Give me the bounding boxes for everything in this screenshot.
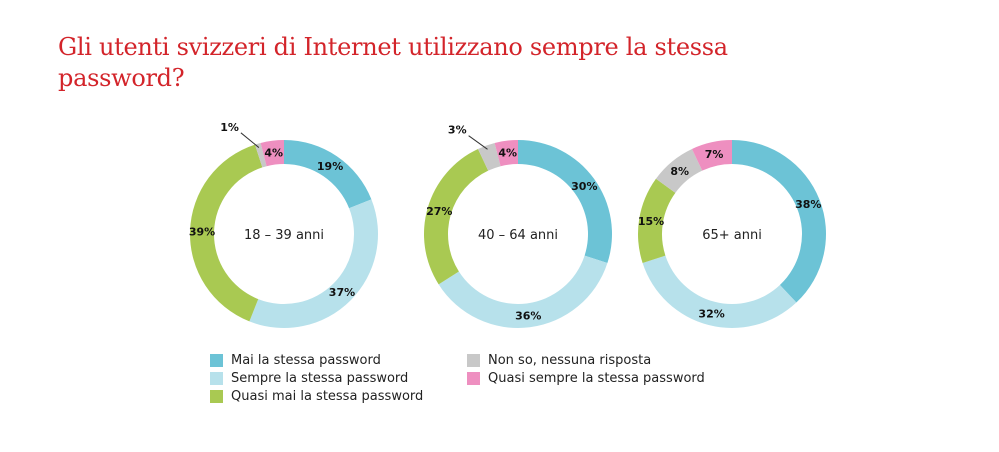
legend-swatch: [210, 353, 223, 367]
donut-slice: [642, 255, 797, 328]
donut-slice: [477, 142, 501, 171]
legend-item: Non so, nessuna risposta: [467, 351, 705, 369]
data-label: 15%: [638, 215, 664, 228]
legend-label: Quasi sempre la stessa password: [488, 370, 705, 386]
donut-center-label: 18 – 39 anni: [244, 228, 324, 243]
donut-slice: [254, 142, 267, 168]
leader-line: [240, 132, 260, 148]
data-label: 7%: [705, 148, 724, 161]
legend-item: Quasi sempre la stessa password: [467, 369, 705, 387]
legend-label: Mai la stessa password: [231, 352, 381, 368]
data-label: 4%: [498, 147, 517, 160]
donut-center-label: 65+ anni: [702, 228, 762, 243]
donut-slice: [438, 255, 608, 328]
data-label: 3%: [448, 124, 467, 137]
data-label: 4%: [264, 147, 283, 160]
donut-slice: [494, 140, 518, 167]
donut-slice: [249, 199, 378, 328]
donut-slice: [518, 140, 612, 264]
chart-title: Gli utenti svizzeri di Internet utilizza…: [58, 33, 728, 92]
donut-slice: [691, 140, 732, 171]
data-label: 19%: [317, 160, 343, 173]
donut-slice: [284, 140, 372, 209]
legend-item: Mai la stessa password: [210, 351, 423, 369]
legend-item: Quasi mai la stessa password: [210, 387, 423, 405]
legend-swatch: [467, 353, 480, 367]
donut-slice: [424, 148, 489, 285]
donut-slice: [637, 178, 676, 264]
data-label: 30%: [571, 180, 597, 193]
legend-label: Non so, nessuna risposta: [488, 352, 652, 368]
data-label: 1%: [220, 121, 239, 134]
legend-col-1: Mai la stessa password Sempre la stessa …: [210, 351, 423, 405]
data-label: 37%: [329, 286, 355, 299]
leader-line: [468, 135, 488, 150]
legend-swatch: [210, 371, 223, 385]
data-label: 32%: [698, 307, 724, 320]
legend-col-2: Non so, nessuna risposta Quasi sempre la…: [467, 351, 705, 387]
data-label: 8%: [670, 165, 689, 178]
donut-slice: [190, 144, 263, 322]
legend-swatch: [467, 371, 480, 385]
legend-label: Quasi mai la stessa password: [231, 388, 424, 404]
donut-center-label: 40 – 64 anni: [478, 228, 558, 243]
legend-label: Sempre la stessa password: [231, 370, 409, 386]
donut-slice: [655, 148, 703, 193]
data-label: 39%: [189, 225, 215, 238]
donut-slice: [732, 140, 826, 303]
data-label: 38%: [795, 198, 821, 211]
donut-slice: [260, 140, 284, 167]
legend-swatch: [210, 389, 223, 403]
data-label: 36%: [515, 309, 541, 322]
legend-item: Sempre la stessa password: [210, 369, 423, 387]
data-label: 27%: [426, 205, 452, 218]
